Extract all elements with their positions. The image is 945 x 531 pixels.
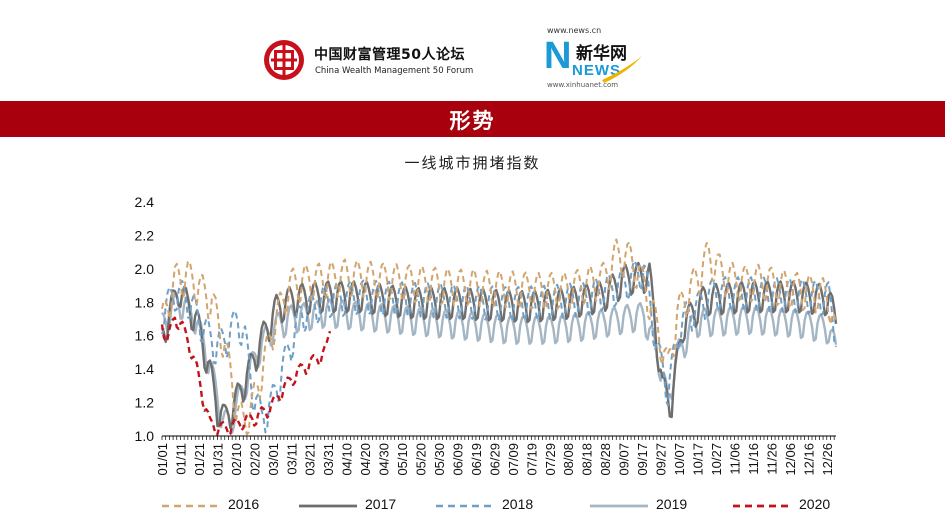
x-tick-label: 07/09: [506, 443, 521, 476]
x-tick-label: 05/30: [432, 443, 447, 476]
series-line-2018: [161, 259, 837, 434]
x-tick-label: 06/09: [450, 443, 465, 476]
news-swoosh-icon: [602, 56, 642, 83]
x-tick-label: 04/10: [340, 443, 355, 476]
legend-label: 2017: [365, 496, 397, 512]
congestion-line-chart: 1.01.21.41.61.82.02.22.401/01 01/11 01/21 0…: [135, 194, 838, 476]
news-brand-en: NEWS: [572, 62, 621, 79]
x-tick-label: 02/20: [247, 443, 262, 476]
x-tick-label: 01/31: [210, 443, 225, 476]
y-tick-label: 1.8: [135, 294, 155, 310]
legend-label: 2018: [502, 496, 534, 512]
x-tick-label: 12/26: [820, 443, 835, 476]
news-brand-cn: 新华网: [576, 44, 627, 64]
x-tick-label: 11/26: [764, 443, 779, 475]
seal-logo-icon: [264, 40, 304, 80]
banner-title: 形势: [449, 108, 496, 133]
series-line-2017: [160, 261, 838, 430]
x-tick-label: 09/27: [654, 443, 669, 476]
section-banner: 形势: [0, 101, 945, 137]
x-tick-label: 04/20: [358, 443, 373, 476]
x-tick-label: 05/20: [414, 443, 429, 476]
x-tick-label: 05/10: [395, 443, 410, 476]
x-tick-label: 07/19: [524, 443, 539, 476]
x-tick-label: 03/11: [284, 443, 299, 475]
xinhua-news-logo-icon: www.news.cn N 新华网 NEWS www.xinhuanet.com: [540, 26, 660, 90]
legend-swatch: [299, 504, 357, 508]
x-tick-label: 10/17: [691, 443, 706, 476]
y-tick-label: 1.0: [135, 428, 155, 444]
news-url-top: www.news.cn: [547, 26, 602, 35]
legend-label: 2019: [656, 496, 688, 512]
y-tick-label: 1.2: [135, 395, 155, 411]
x-tick-label: 06/19: [469, 443, 484, 476]
x-tick-label: 06/29: [487, 443, 502, 476]
series-line-2016: [161, 238, 837, 436]
x-tick-label: 08/18: [580, 443, 595, 476]
x-tick-label: 09/17: [635, 443, 650, 476]
series-line-2019: [160, 293, 838, 434]
chart-title: 一线城市拥堵指数: [404, 154, 541, 172]
y-tick-label: 1.6: [135, 328, 155, 344]
x-tick-label: 01/11: [173, 443, 188, 475]
news-url-bottom: www.xinhuanet.com: [547, 81, 619, 89]
x-tick-label: 08/28: [598, 443, 613, 476]
x-tick-label: 03/01: [266, 443, 281, 476]
legend-swatch: [436, 504, 494, 508]
x-tick-label: 10/27: [709, 443, 724, 476]
x-tick-label: 12/16: [801, 443, 816, 476]
x-tick-label: 11/16: [746, 443, 761, 475]
x-tick-label: 03/31: [321, 443, 336, 476]
legend-swatch: [733, 504, 791, 508]
x-tick-label: 01/01: [155, 443, 170, 476]
x-tick-label: 04/30: [377, 443, 392, 476]
chart-legend: 2016 2017 2018 2019 2020: [160, 496, 840, 516]
legend-label: 2016: [228, 496, 260, 512]
y-tick-label: 2.0: [135, 261, 155, 277]
legend-label: 2020: [799, 496, 831, 512]
legend-swatch: [590, 504, 648, 508]
x-tick-label: 02/10: [229, 443, 244, 476]
x-tick-label: 07/29: [543, 443, 558, 476]
forum-name-en: China Wealth Management 50 Forum: [315, 66, 474, 76]
y-tick-label: 2.4: [135, 194, 155, 210]
series-line-2020: [160, 316, 332, 436]
news-logo-letter-n: N: [544, 35, 572, 77]
x-tick-label: 12/06: [783, 443, 798, 476]
x-tick-label: 03/21: [303, 443, 318, 476]
x-tick-label: 01/21: [192, 443, 207, 476]
y-tick-label: 2.2: [135, 227, 155, 243]
x-tick-label: 09/07: [617, 443, 632, 476]
x-tick-label: 08/08: [561, 443, 576, 476]
x-tick-label: 10/07: [672, 443, 687, 476]
legend-swatch: [162, 504, 220, 508]
y-tick-label: 1.4: [135, 361, 155, 377]
forum-logo: 中国财富管理50人论坛 China Wealth Management 50 F…: [262, 38, 482, 84]
x-tick-label: 11/06: [727, 443, 742, 475]
forum-name-cn: 中国财富管理50人论坛: [314, 47, 465, 63]
